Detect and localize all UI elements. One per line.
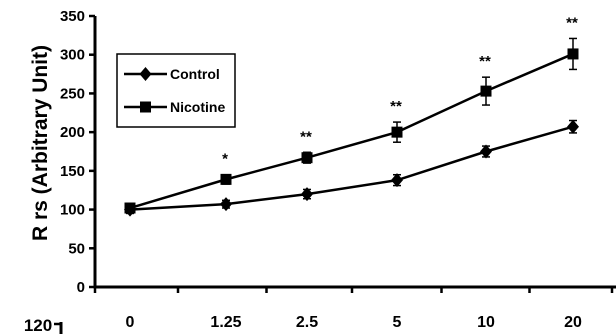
legend-label: Control xyxy=(170,66,220,82)
data-point-diamond xyxy=(301,187,313,202)
x-axis-ticks: 0 1.25 2.5 5 10 20 xyxy=(93,287,614,331)
y-tick-label: 350 xyxy=(60,8,85,25)
series-layer xyxy=(124,37,579,217)
series-nicotine xyxy=(124,37,579,214)
significance-marker: ** xyxy=(300,128,312,145)
x-tick-label: 2.5 xyxy=(296,314,318,331)
legend-label: Nicotine xyxy=(170,99,225,115)
series-line xyxy=(129,52,574,210)
significance-marker: ** xyxy=(390,98,402,115)
data-point-square xyxy=(480,85,492,97)
significance-marker: * xyxy=(222,151,228,168)
y-axis-label: R rs (Arbitrary Unit) xyxy=(29,45,52,241)
series-control xyxy=(124,119,579,217)
y-axis-label-group: R rs (Arbitrary Unit) xyxy=(29,45,52,241)
x-tick-label: 5 xyxy=(393,314,402,331)
legend-marker-square xyxy=(140,101,151,113)
data-point-diamond xyxy=(480,144,492,159)
legend-item-control: Control xyxy=(124,66,220,82)
legend-box xyxy=(116,53,236,128)
x-tick-label: 20 xyxy=(564,314,582,331)
y-tick-label: 300 xyxy=(60,47,85,64)
x-tick-label: 1.25 xyxy=(210,314,241,331)
y-tick-label: 0 xyxy=(77,279,85,296)
x-tick-label: 10 xyxy=(477,314,495,331)
data-point-square xyxy=(220,173,232,185)
data-point-square xyxy=(124,202,136,214)
y-axis-ticks: 0 50 100 150 200 250 300 350 xyxy=(60,8,95,296)
y-tick-label: 250 xyxy=(60,85,85,102)
significance-marker: ** xyxy=(566,14,578,31)
y-tick-label: 200 xyxy=(60,124,85,141)
y-tick-label: 100 xyxy=(60,202,85,219)
x-tick-label: 0 xyxy=(126,314,135,331)
data-point-square xyxy=(567,48,579,60)
significance-markers: ********* xyxy=(222,14,578,167)
y-tick-label: 150 xyxy=(60,163,85,180)
data-point-square xyxy=(301,152,313,164)
partial-axis xyxy=(54,322,63,334)
significance-marker: ** xyxy=(479,53,491,70)
data-point-diamond xyxy=(220,197,232,212)
legend: Control Nicotine xyxy=(116,53,236,128)
data-point-square xyxy=(391,126,403,138)
series-line xyxy=(129,125,574,211)
data-point-diamond xyxy=(567,119,579,134)
data-point-diamond xyxy=(391,173,403,188)
partial-axis-tick-label: 120 xyxy=(24,316,52,334)
legend-item-nicotine: Nicotine xyxy=(124,99,225,115)
legend-marker-diamond xyxy=(139,67,152,81)
y-tick-label: 50 xyxy=(68,240,85,257)
